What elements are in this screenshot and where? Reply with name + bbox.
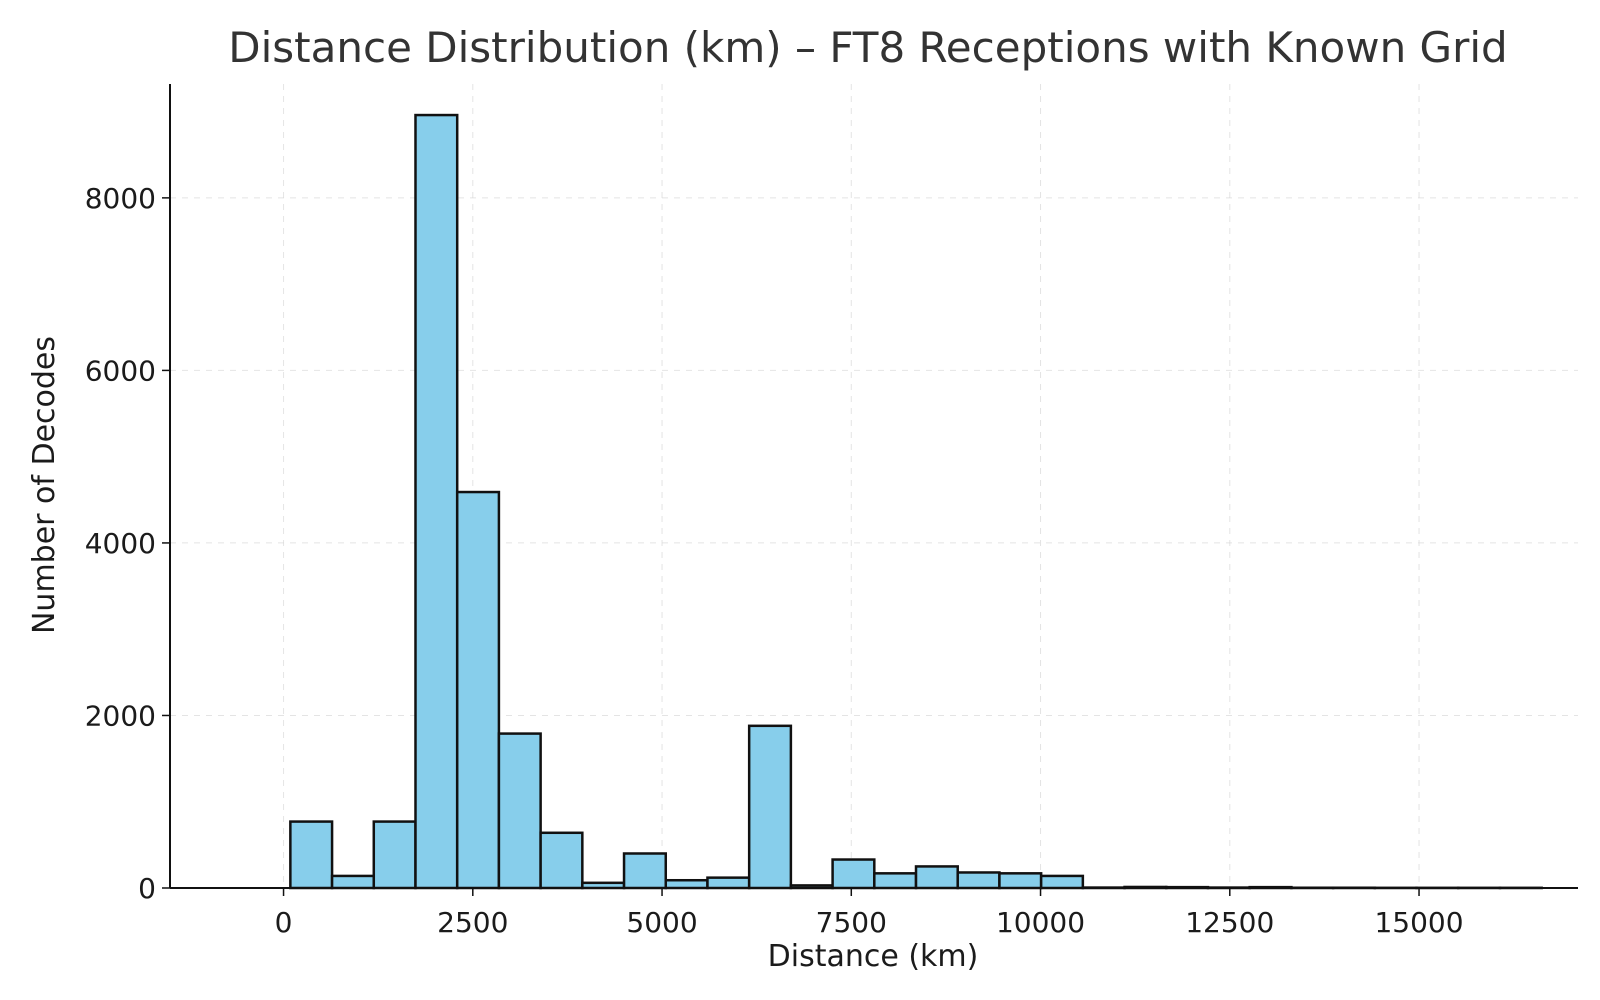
histogram-bar [372,820,417,890]
x-tick-label: 10000 [996,906,1085,939]
bars-layer [289,113,1543,890]
histogram-bar [497,732,542,890]
x-tick-label: 12500 [1185,906,1274,939]
x-tick-label: 2500 [437,906,508,939]
x-tick-label: 5000 [626,906,697,939]
y-tick-label: 4000 [85,527,156,560]
histogram-bar [330,874,376,890]
histogram-bar [664,878,709,890]
grid-layer [170,84,1578,889]
histogram-bar [747,724,793,890]
x-axis-title: Distance (km) [768,939,979,974]
histogram-bar [622,852,668,890]
x-tick-label: 15000 [1374,906,1463,939]
histogram-bar [914,865,959,890]
y-tick-label: 2000 [85,699,156,732]
y-tick-label: 0 [138,872,156,905]
histogram-bar [831,858,876,890]
histogram-bar [956,871,1001,890]
histogram-bar [455,490,501,890]
labels-layer: 0 2500 5000 7500 10000 12500 15000 0 2000 4000 600… [85,182,1464,939]
y-axis-title: Number of Decodes [27,336,62,634]
histogram-bar [1039,874,1085,890]
x-tick-label: 0 [275,906,293,939]
chart-title: Distance Distribution (km) – FT8 Recepti… [228,23,1507,72]
histogram-bar [873,872,918,890]
axes-layer [162,84,1578,896]
histogram-bar [998,872,1043,890]
histogram-bar [414,113,459,890]
x-tick-label: 7500 [816,906,887,939]
y-tick-label: 8000 [85,182,156,215]
histogram-bar [539,831,584,890]
y-tick-label: 6000 [85,354,156,387]
histogram-bar [706,876,751,890]
histogram-bar [289,820,334,890]
